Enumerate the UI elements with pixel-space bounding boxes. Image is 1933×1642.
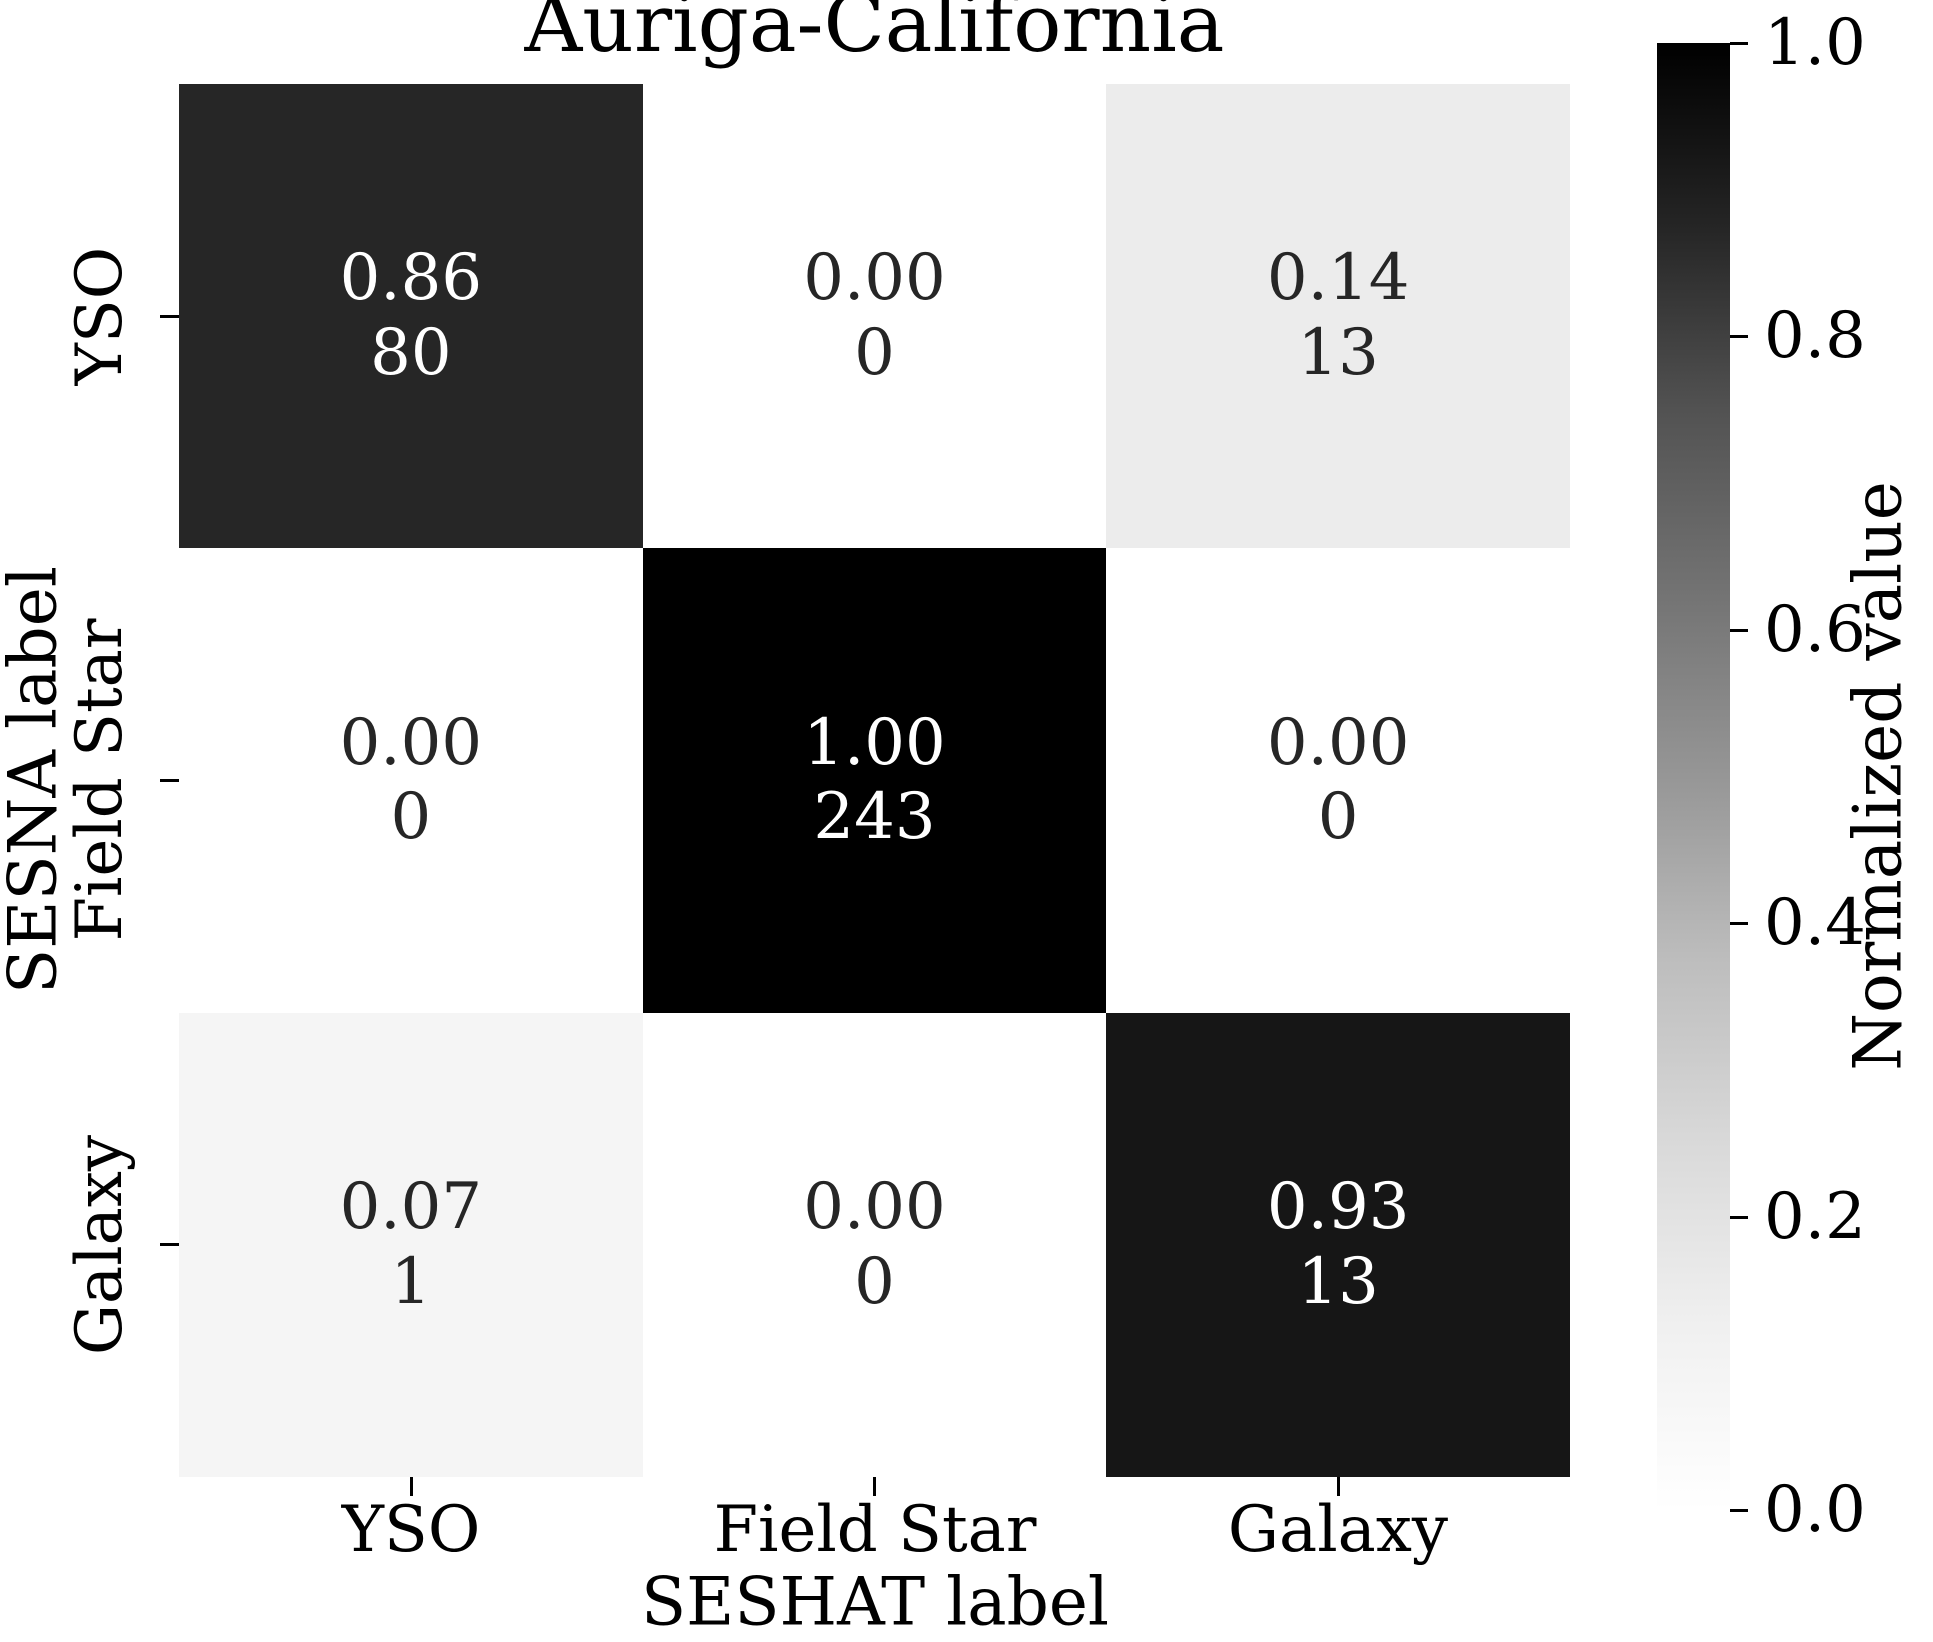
y-tick-mark — [160, 779, 179, 782]
y-tick-label: Field Star — [63, 618, 137, 942]
heatmap-grid: 0.86 80 0.00 0 0.14 13 0.00 0 1.00 243 0… — [179, 84, 1570, 1477]
cell-normalized-value: 1.00 — [803, 705, 946, 780]
x-tick-mark — [873, 1477, 876, 1496]
x-tick-label: Field Star — [713, 1493, 1037, 1567]
cell-normalized-value: 0.00 — [1266, 705, 1410, 780]
y-tick-mark — [160, 315, 179, 318]
cell-normalized-value: 0.00 — [803, 1169, 946, 1244]
heatmap-cell: 0.00 0 — [642, 84, 1107, 549]
cell-count: 1 — [390, 1244, 432, 1319]
cell-count: 80 — [370, 316, 452, 391]
y-tick-label: YSO — [63, 246, 137, 386]
cell-normalized-value: 0.07 — [339, 1169, 483, 1244]
x-axis-label: SESHAT label — [640, 1563, 1110, 1641]
colorbar-tick-mark — [1730, 1216, 1748, 1219]
x-tick-mark — [1337, 1477, 1340, 1496]
heatmap-cell: 0.93 13 — [1106, 1012, 1570, 1477]
cell-normalized-value: 0.93 — [1266, 1169, 1410, 1244]
colorbar-tick-mark — [1730, 42, 1748, 45]
cell-normalized-value: 0.00 — [803, 241, 946, 316]
heatmap-cell: 0.14 13 — [1106, 84, 1570, 549]
colorbar-tick-label: 0.8 — [1764, 299, 1866, 373]
colorbar-tick-label: 0.6 — [1764, 593, 1866, 667]
cell-count: 243 — [813, 780, 936, 855]
x-tick-mark — [410, 1477, 413, 1496]
cell-count: 0 — [854, 1244, 895, 1319]
heatmap-cell: 1.00 243 — [642, 548, 1107, 1013]
x-tick-label: YSO — [341, 1493, 481, 1567]
y-tick-mark — [160, 1243, 179, 1246]
colorbar-tick-mark — [1730, 922, 1748, 925]
colorbar — [1657, 43, 1730, 1510]
chart-title: Auriga-California — [524, 0, 1225, 70]
cell-count: 0 — [854, 316, 895, 391]
colorbar-tick-label: 0.4 — [1764, 886, 1866, 960]
colorbar-tick-label: 0.2 — [1764, 1180, 1866, 1254]
colorbar-axis-label: Normalized value — [1839, 481, 1917, 1071]
cell-normalized-value: 0.00 — [339, 705, 483, 780]
heatmap-cell: 0.07 1 — [179, 1012, 643, 1477]
heatmap-cell: 0.00 0 — [642, 1012, 1107, 1477]
colorbar-tick-label: 1.0 — [1764, 6, 1866, 80]
colorbar-tick-mark — [1730, 1509, 1748, 1512]
cell-count: 0 — [390, 780, 432, 855]
heatmap-cell: 0.00 0 — [179, 548, 643, 1013]
colorbar-tick-mark — [1730, 335, 1748, 338]
heatmap-cell: 0.86 80 — [179, 84, 643, 549]
x-tick-label: Galaxy — [1227, 1493, 1449, 1567]
y-tick-label: Galaxy — [63, 1134, 137, 1356]
colorbar-tick-label: 0.0 — [1764, 1473, 1866, 1547]
cell-normalized-value: 0.14 — [1266, 241, 1410, 316]
cell-count: 13 — [1297, 316, 1379, 391]
cell-normalized-value: 0.86 — [339, 241, 483, 316]
y-axis-label: SESNA label — [0, 566, 72, 994]
heatmap-cell: 0.00 0 — [1106, 548, 1570, 1013]
cell-count: 0 — [1317, 780, 1359, 855]
colorbar-tick-mark — [1730, 629, 1748, 632]
cell-count: 13 — [1297, 1244, 1379, 1319]
